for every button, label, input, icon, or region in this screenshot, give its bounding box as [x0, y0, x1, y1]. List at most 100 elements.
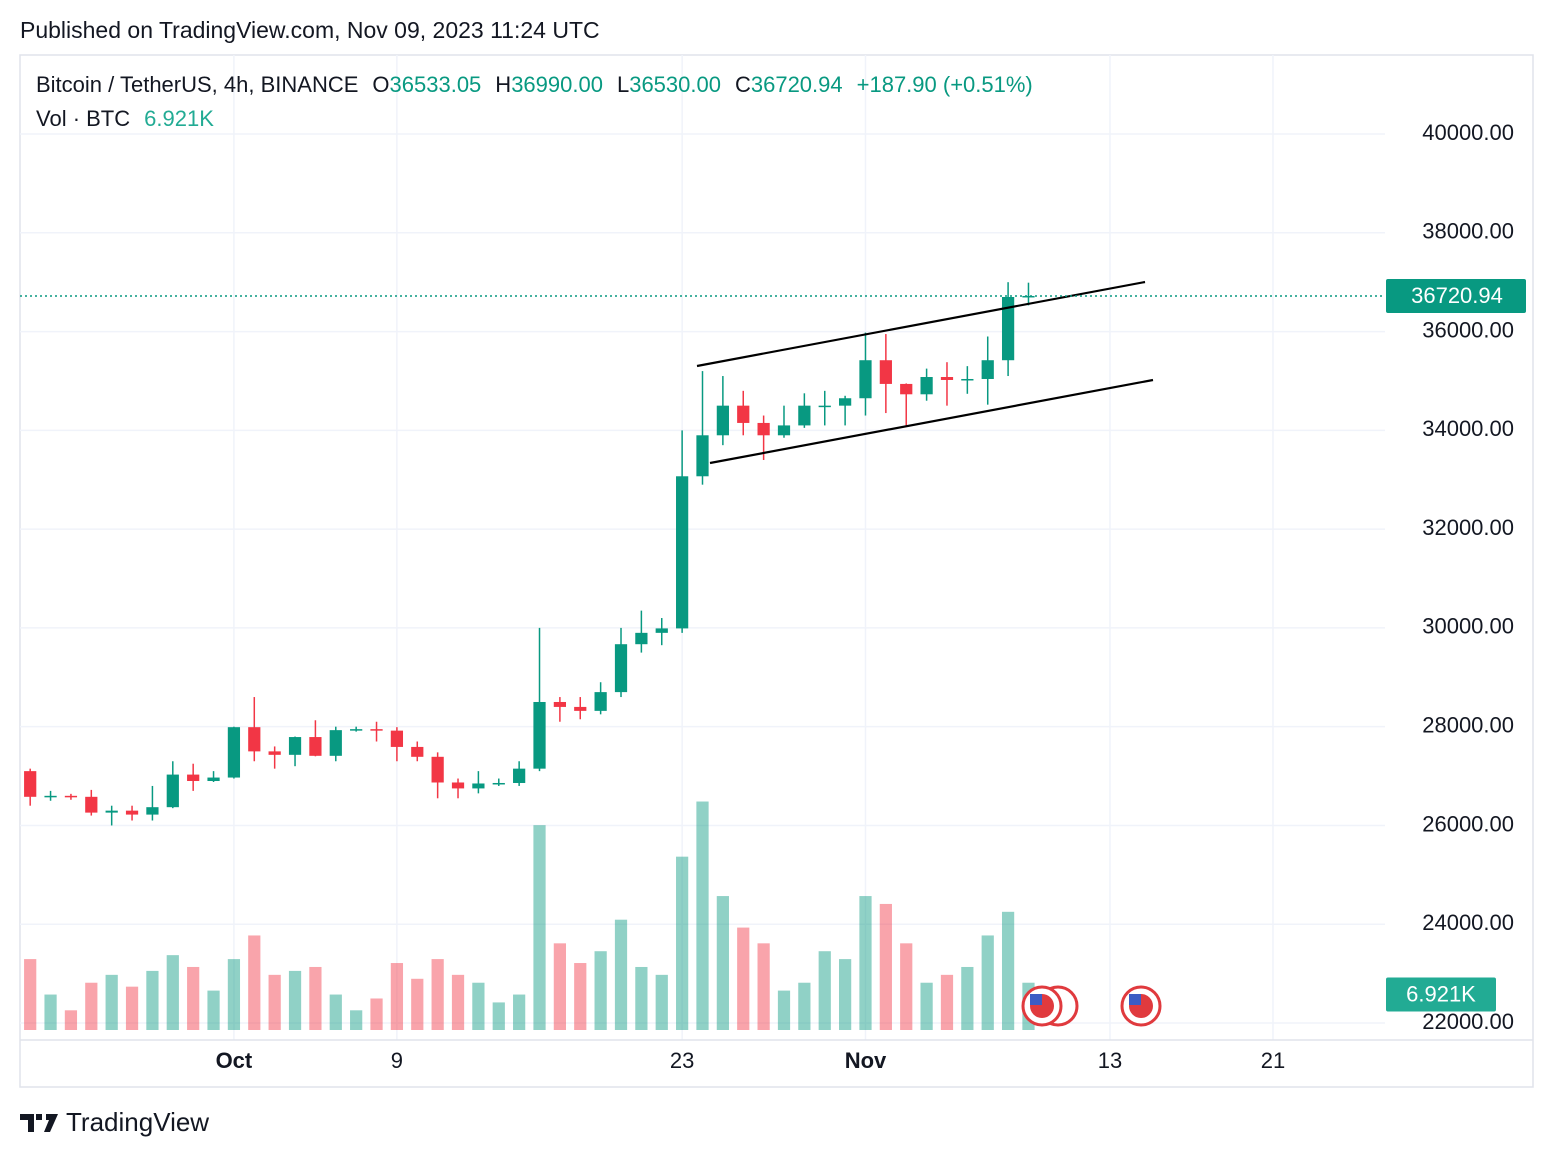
chart-frame [19, 54, 1534, 1088]
candle-body [757, 422, 770, 436]
candle-body [920, 377, 933, 395]
candle-body [309, 737, 322, 756]
candle-body [818, 405, 831, 408]
volume-bar [350, 1010, 363, 1030]
legend-value: 36533.05 [390, 72, 482, 97]
volume-bar [594, 951, 607, 1030]
volume-bar [390, 963, 404, 1030]
candle-body [614, 644, 628, 693]
volume-bar [961, 966, 974, 1030]
volume-bar [940, 974, 954, 1030]
candles [24, 282, 1035, 826]
volume-bar [370, 998, 383, 1030]
y-tick-label: 30000.00 [1422, 614, 1514, 639]
candle-body [798, 405, 811, 426]
y-tick-label: 38000.00 [1422, 219, 1514, 244]
candle-body [492, 782, 505, 785]
legend-value: 36530.00 [629, 72, 721, 97]
volume-bar [44, 994, 57, 1030]
volume-bar [716, 896, 729, 1030]
candle-body [655, 628, 668, 633]
volume-bar [24, 959, 37, 1030]
candle-body [370, 729, 383, 731]
candle-body [64, 795, 78, 798]
event-icons [1021, 985, 1162, 1027]
event-flag [1030, 994, 1042, 1005]
candle-body [839, 398, 852, 406]
candle-body [44, 795, 57, 798]
y-tick-label: 24000.00 [1422, 910, 1514, 935]
volume-value: 6.921K [144, 106, 214, 131]
channel [696, 280, 1154, 465]
candle-body [1001, 297, 1015, 361]
volume-bar [533, 825, 546, 1030]
candle-body [859, 360, 872, 399]
candle-body [187, 774, 200, 782]
candle-body [1022, 295, 1035, 298]
volume-bar [105, 974, 118, 1030]
candle-body [105, 810, 118, 813]
volume-bar [777, 990, 791, 1030]
legend-key: L [617, 72, 629, 97]
candle-body [350, 729, 363, 731]
volume-bar [879, 903, 892, 1030]
volume-bar [818, 951, 831, 1030]
x-tick-label: 13 [1098, 1048, 1122, 1073]
volume-bar [125, 986, 139, 1030]
volume-bar [614, 919, 628, 1030]
candle-body [166, 774, 179, 808]
volume-bar [839, 959, 852, 1030]
volume-bar [1001, 911, 1015, 1030]
y-tick-label: 40000.00 [1422, 120, 1514, 145]
candle-body [125, 810, 139, 815]
volume-bar [248, 935, 261, 1030]
x-tick-label: Nov [845, 1048, 887, 1073]
candle-body [777, 425, 791, 436]
legend-key: O [372, 72, 389, 97]
x-tick-label: 21 [1261, 1048, 1285, 1073]
volume-label-box [1386, 977, 1496, 1012]
legend-key: H [495, 72, 511, 97]
volume-bar [146, 970, 159, 1030]
x-tick-label: Oct [216, 1048, 253, 1073]
published-note: Published on TradingView.com, Nov 09, 20… [20, 17, 600, 43]
volume-bar [696, 801, 709, 1030]
x-tick-label: 23 [670, 1048, 694, 1073]
candle-body [961, 378, 974, 381]
y-tick-label: 36000.00 [1422, 317, 1514, 342]
candle-body [533, 701, 546, 769]
volume-bar [64, 1010, 78, 1030]
legend-change: +187.90 (+0.51%) [857, 72, 1033, 97]
candle-body [288, 737, 302, 755]
volume-legend: Vol · BTC 6.921K [36, 106, 214, 131]
legend-value: 36990.00 [511, 72, 603, 97]
candle-body [716, 405, 729, 436]
channel-lower [709, 378, 1154, 465]
candle-body [981, 360, 994, 379]
volume-bar [268, 974, 281, 1030]
candle-body [574, 706, 587, 711]
volume-bar [492, 1002, 505, 1030]
volume-bar [187, 966, 200, 1030]
y-tick-label: 32000.00 [1422, 515, 1514, 540]
volume-bar [513, 994, 526, 1030]
volume-bar [798, 982, 811, 1030]
symbol: Bitcoin / TetherUS, 4h, BINANCE [36, 72, 358, 97]
volume-bar [431, 959, 444, 1030]
candle-body [900, 383, 913, 395]
volume-bar [920, 982, 933, 1030]
y-tick-label: 28000.00 [1422, 712, 1514, 737]
volume-bar [553, 943, 566, 1030]
candle-body [737, 405, 750, 423]
volume-bar [900, 943, 913, 1030]
volume-bar [676, 856, 689, 1030]
volume-bar [737, 927, 750, 1030]
y-tick-label: 34000.00 [1422, 416, 1514, 441]
volume-bar [288, 970, 302, 1030]
volume-bar [981, 935, 994, 1030]
volume-bar [166, 955, 179, 1030]
volume-bar [207, 990, 220, 1030]
volume-bar [574, 963, 587, 1030]
axes: 22000.00 24000.00 26000.00 28000.00 30000.00… [20, 120, 1533, 1073]
